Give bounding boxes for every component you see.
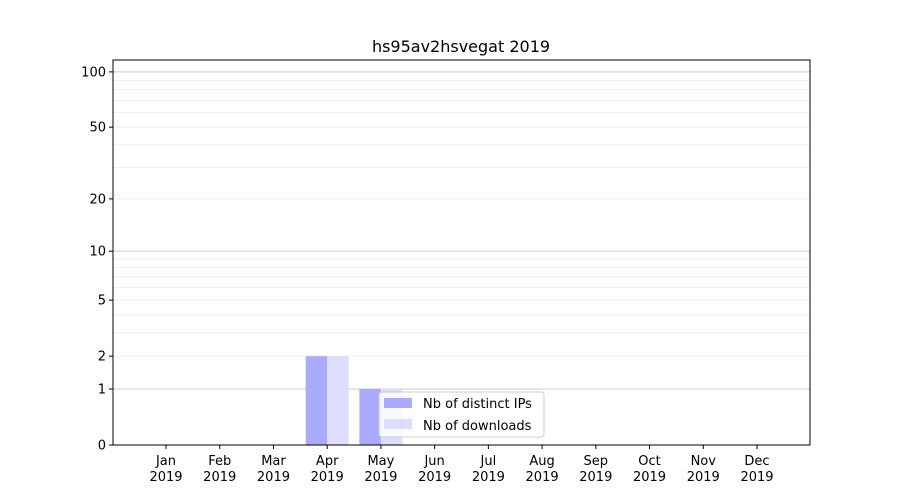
x-tick-label: 2019 xyxy=(257,470,290,485)
y-tick-label: 1 xyxy=(98,382,106,397)
x-tick-label: Apr xyxy=(316,454,339,469)
x-tick-label: Jul xyxy=(480,454,497,469)
legend-swatch-ips xyxy=(384,398,412,408)
y-tick-label: 2 xyxy=(98,350,106,365)
x-tick-label: Jun xyxy=(423,454,444,469)
legend-swatch-downloads xyxy=(384,419,412,429)
y-tick-label: 50 xyxy=(89,121,106,136)
x-tick-label: 2019 xyxy=(311,470,344,485)
x-tick-label: 2019 xyxy=(418,470,451,485)
x-tick-label: 2019 xyxy=(364,470,397,485)
x-tick-label: 2019 xyxy=(149,470,182,485)
x-tick-label: Sep xyxy=(584,454,609,469)
x-tick-label: Mar xyxy=(261,454,286,469)
x-tick-label: Oct xyxy=(638,454,660,469)
y-tick-label: 100 xyxy=(81,65,106,80)
y-tick-label: 10 xyxy=(89,245,106,260)
x-tick-label: 2019 xyxy=(203,470,236,485)
x-tick-label: Jan xyxy=(155,454,176,469)
x-tick-label: 2019 xyxy=(526,470,559,485)
chart-title: hs95av2hsvegat 2019 xyxy=(372,37,550,56)
y-tick-label: 0 xyxy=(98,439,106,454)
legend: Nb of distinct IPs Nb of downloads xyxy=(378,391,545,438)
x-tick-label: 2019 xyxy=(633,470,666,485)
bar-distinct-ips xyxy=(305,356,328,445)
bar-distinct-ips xyxy=(359,388,381,445)
legend-label-downloads: Nb of downloads xyxy=(423,419,532,434)
x-tick-label: 2019 xyxy=(740,470,773,485)
bar-downloads xyxy=(327,356,349,445)
x-tick-label: 2019 xyxy=(687,470,720,485)
legend-label-ips: Nb of distinct IPs xyxy=(423,397,532,412)
x-tick-label: Dec xyxy=(744,454,769,469)
y-tick-label: 20 xyxy=(89,192,106,207)
y-tick-label: 5 xyxy=(98,294,106,309)
x-tick-label: Aug xyxy=(529,454,554,469)
x-tick-label: May xyxy=(367,454,394,469)
x-tick-label: 2019 xyxy=(579,470,612,485)
plot-frame xyxy=(112,59,811,446)
x-tick-label: 2019 xyxy=(472,470,505,485)
x-tick-label: Nov xyxy=(691,454,717,469)
x-tick-label: Feb xyxy=(208,454,231,469)
